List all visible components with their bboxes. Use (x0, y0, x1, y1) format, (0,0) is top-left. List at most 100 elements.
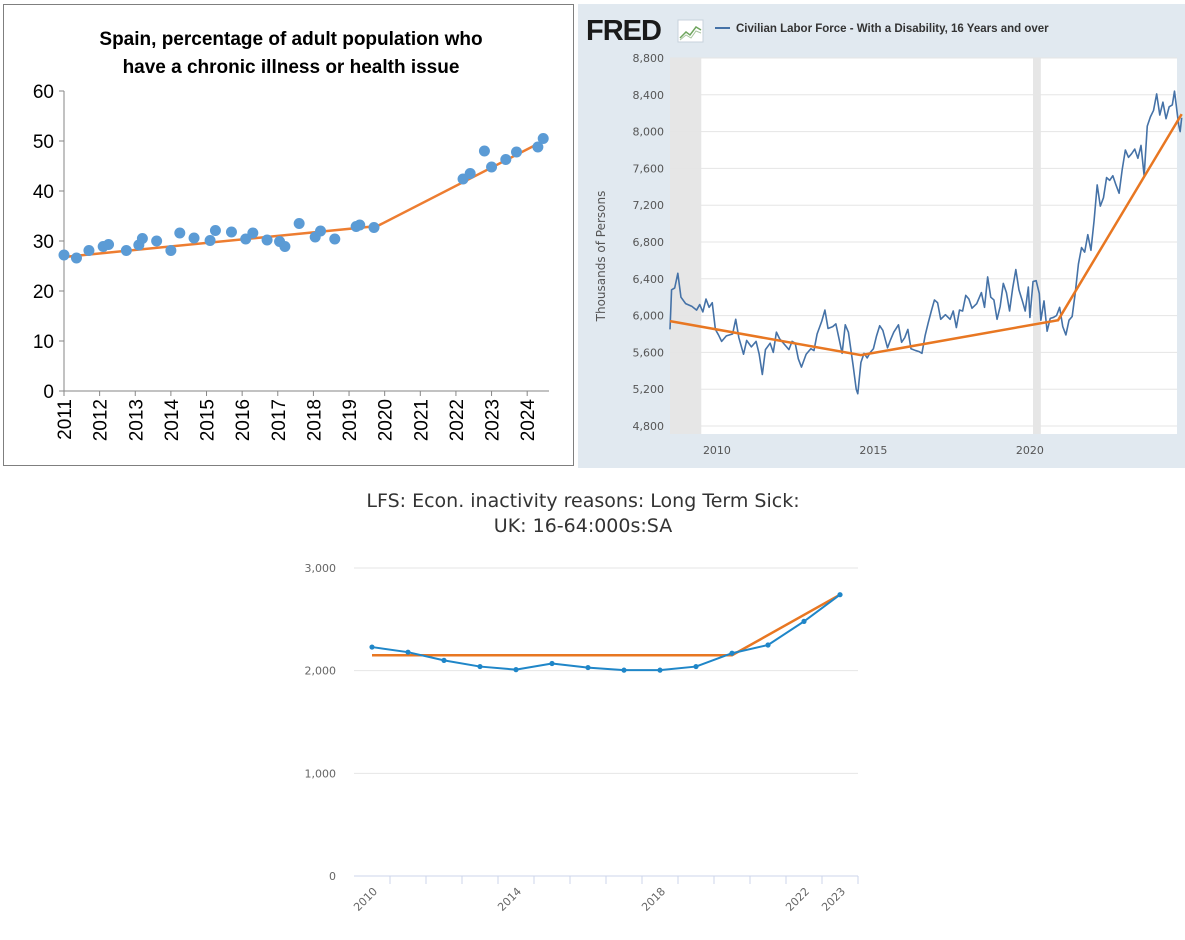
data-point (801, 618, 807, 624)
fred-chart-panel: FRED Civilian Labor Force - With a Disab… (578, 4, 1185, 468)
data-point (537, 133, 549, 144)
x-tick-label: 2014 (495, 885, 524, 914)
data-point (204, 235, 216, 246)
data-point (58, 249, 70, 261)
data-point (477, 663, 483, 670)
chart-title-line-1: LFS: Econ. inactivity reasons: Long Term… (366, 490, 799, 512)
y-tick-label: 60 (33, 82, 54, 103)
x-tick-label: 2010 (703, 444, 731, 457)
y-tick-label: 8,000 (633, 126, 665, 139)
x-tick-label: 2016 (233, 399, 254, 441)
data-point (765, 642, 771, 648)
data-point (549, 660, 555, 667)
data-point (354, 219, 366, 231)
y-tick-label: 6,000 (633, 310, 665, 323)
x-tick-label: 2014 (162, 399, 183, 442)
y-tick-label: 3,000 (305, 562, 337, 575)
trend-line (669, 113, 1183, 357)
y-tick-label: 10 (33, 332, 54, 353)
series-line (669, 90, 1183, 395)
x-tick-label: 2018 (639, 885, 668, 914)
x-tick-label: 2012 (91, 399, 112, 441)
y-tick-label: 7,200 (633, 199, 665, 212)
data-point (70, 252, 82, 264)
x-tick-label: 2024 (518, 399, 539, 442)
data-point (500, 154, 512, 165)
data-point (441, 657, 447, 663)
y-tick-label: 30 (33, 232, 54, 253)
x-tick-label: 2015 (198, 399, 219, 441)
data-point (261, 234, 273, 246)
data-point (103, 239, 115, 250)
data-point (837, 592, 843, 598)
trend-line (63, 140, 543, 259)
data-point (279, 241, 291, 252)
data-point (188, 232, 200, 244)
data-point (464, 168, 476, 179)
data-point (151, 235, 163, 247)
fred-logo: FRED (586, 15, 661, 47)
y-tick-label: 8,400 (633, 89, 665, 102)
chart-title-line-2: UK: 16-64:000s:SA (494, 515, 672, 537)
data-point (478, 145, 490, 157)
recession-band (670, 58, 702, 434)
data-point (209, 225, 221, 236)
recession-band (1033, 58, 1041, 434)
x-tick-label: 2013 (126, 399, 147, 441)
series-line (371, 593, 841, 672)
data-point (165, 245, 177, 256)
x-tick-label: 2020 (376, 399, 397, 441)
fred-logo-icon (677, 19, 704, 43)
y-axis-label: Thousands of Persons (594, 191, 608, 323)
x-tick-label: 2017 (269, 399, 290, 441)
uk-chart-panel: LFS: Econ. inactivity reasons: Long Term… (0, 470, 1185, 940)
y-tick-label: 6,800 (633, 236, 665, 249)
data-point (585, 664, 591, 671)
y-tick-label: 8,800 (633, 52, 665, 65)
data-point (329, 233, 341, 245)
spain-chart-panel: Spain, percentage of adult population wh… (3, 4, 574, 466)
data-point (405, 649, 411, 655)
data-point (83, 245, 95, 256)
x-tick-label: 2015 (859, 444, 887, 457)
y-tick-label: 20 (33, 282, 54, 303)
data-point (368, 222, 380, 233)
y-tick-label: 6,400 (633, 273, 665, 286)
x-tick-label: 2020 (1016, 444, 1044, 457)
x-tick-label: 2023 (483, 399, 504, 441)
data-point (136, 233, 148, 244)
y-tick-label: 0 (43, 382, 54, 403)
x-tick-label: 2019 (340, 399, 361, 441)
x-tick-label: 2023 (819, 885, 848, 914)
data-point (532, 141, 544, 153)
x-tick-label: 2011 (55, 399, 76, 440)
data-point (693, 663, 699, 670)
x-tick-label: 2018 (304, 399, 325, 441)
x-tick-label: 2022 (783, 885, 812, 914)
data-point (174, 227, 186, 239)
data-point (513, 667, 519, 673)
data-point (120, 245, 132, 256)
y-tick-label: 2,000 (305, 665, 337, 678)
y-tick-label: 4,800 (633, 420, 665, 433)
data-point (486, 161, 498, 173)
data-point (369, 644, 375, 650)
data-point (315, 225, 327, 237)
y-tick-label: 5,200 (633, 383, 665, 396)
uk-plot-area: 0 1,000 2,000 3,000 2010 2014 2018 2022 2023 (305, 562, 859, 914)
y-tick-label: 1,000 (305, 767, 337, 780)
fred-line-chart: FRED Civilian Labor Force - With a Disab… (586, 15, 1183, 457)
data-point (225, 226, 237, 238)
data-point (621, 667, 627, 673)
data-point (729, 650, 735, 656)
spain-plot-area: 0 10 20 30 40 50 60 2011 2012 2013 2014 2015 2016 201… (33, 82, 549, 441)
legend-label: Civilian Labor Force - With a Disability… (736, 23, 1049, 35)
data-point (657, 667, 663, 673)
y-tick-label: 40 (33, 182, 54, 203)
y-tick-label: 7,600 (633, 162, 665, 175)
y-tick-label: 5,600 (633, 346, 665, 359)
y-tick-label: 0 (329, 870, 336, 883)
x-tick-label: 2022 (447, 399, 468, 441)
data-point (293, 218, 305, 229)
data-point (247, 227, 259, 239)
